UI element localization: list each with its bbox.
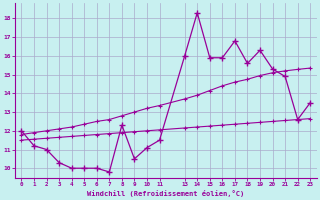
X-axis label: Windchill (Refroidissement éolien,°C): Windchill (Refroidissement éolien,°C): [87, 190, 244, 197]
